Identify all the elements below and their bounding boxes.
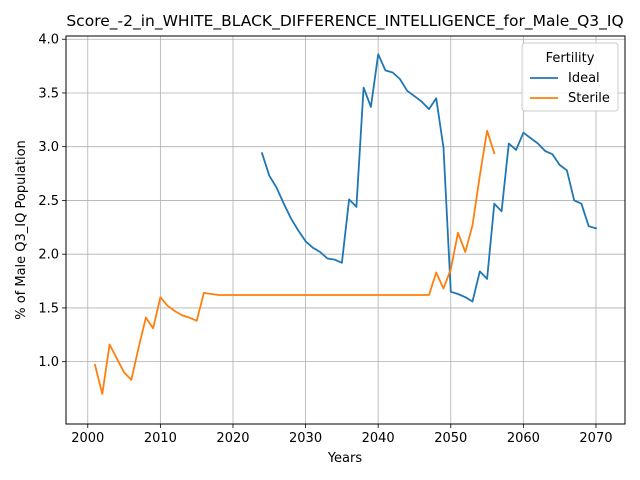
- y-tick-label: 3.0: [38, 140, 59, 155]
- x-tick-label: 2020: [216, 431, 249, 446]
- x-tick-label: 2000: [71, 431, 104, 446]
- legend-title: Fertility: [546, 51, 595, 66]
- legend-label-ideal: Ideal: [568, 71, 600, 86]
- series-lines: [93, 53, 598, 395]
- x-axis-label: Years: [327, 451, 363, 466]
- legend-label-sterile: Sterile: [568, 91, 610, 106]
- chart-title: Score_-2_in_WHITE_BLACK_DIFFERENCE_INTEL…: [66, 12, 623, 31]
- series-line-ideal: [260, 53, 598, 303]
- y-tick-label: 1.5: [38, 301, 59, 316]
- plot-frame: [65, 35, 626, 425]
- y-tick-label: 4.0: [38, 33, 59, 48]
- legend-box: [521, 42, 619, 112]
- x-tick-label: 2010: [144, 431, 177, 446]
- y-axis-label: % of Male Q3_IQ Population: [14, 140, 29, 320]
- legend: Fertility Ideal Sterile: [521, 42, 619, 112]
- series-line-sterile: [93, 129, 496, 395]
- x-tick-label: 2040: [362, 431, 395, 446]
- y-tick-label: 3.5: [38, 86, 59, 101]
- axis-ticks: 2000 2010 2020 2030 2040 2050 2060 2070 1.0 1.5 2.…: [38, 33, 612, 446]
- y-tick-label: 2.0: [38, 248, 59, 263]
- x-tick-label: 2060: [507, 431, 540, 446]
- x-tick-label: 2070: [579, 431, 612, 446]
- x-tick-label: 2050: [434, 431, 467, 446]
- x-tick-label: 2030: [289, 431, 322, 446]
- y-tick-label: 1.0: [38, 355, 59, 370]
- y-tick-label: 2.5: [38, 194, 59, 209]
